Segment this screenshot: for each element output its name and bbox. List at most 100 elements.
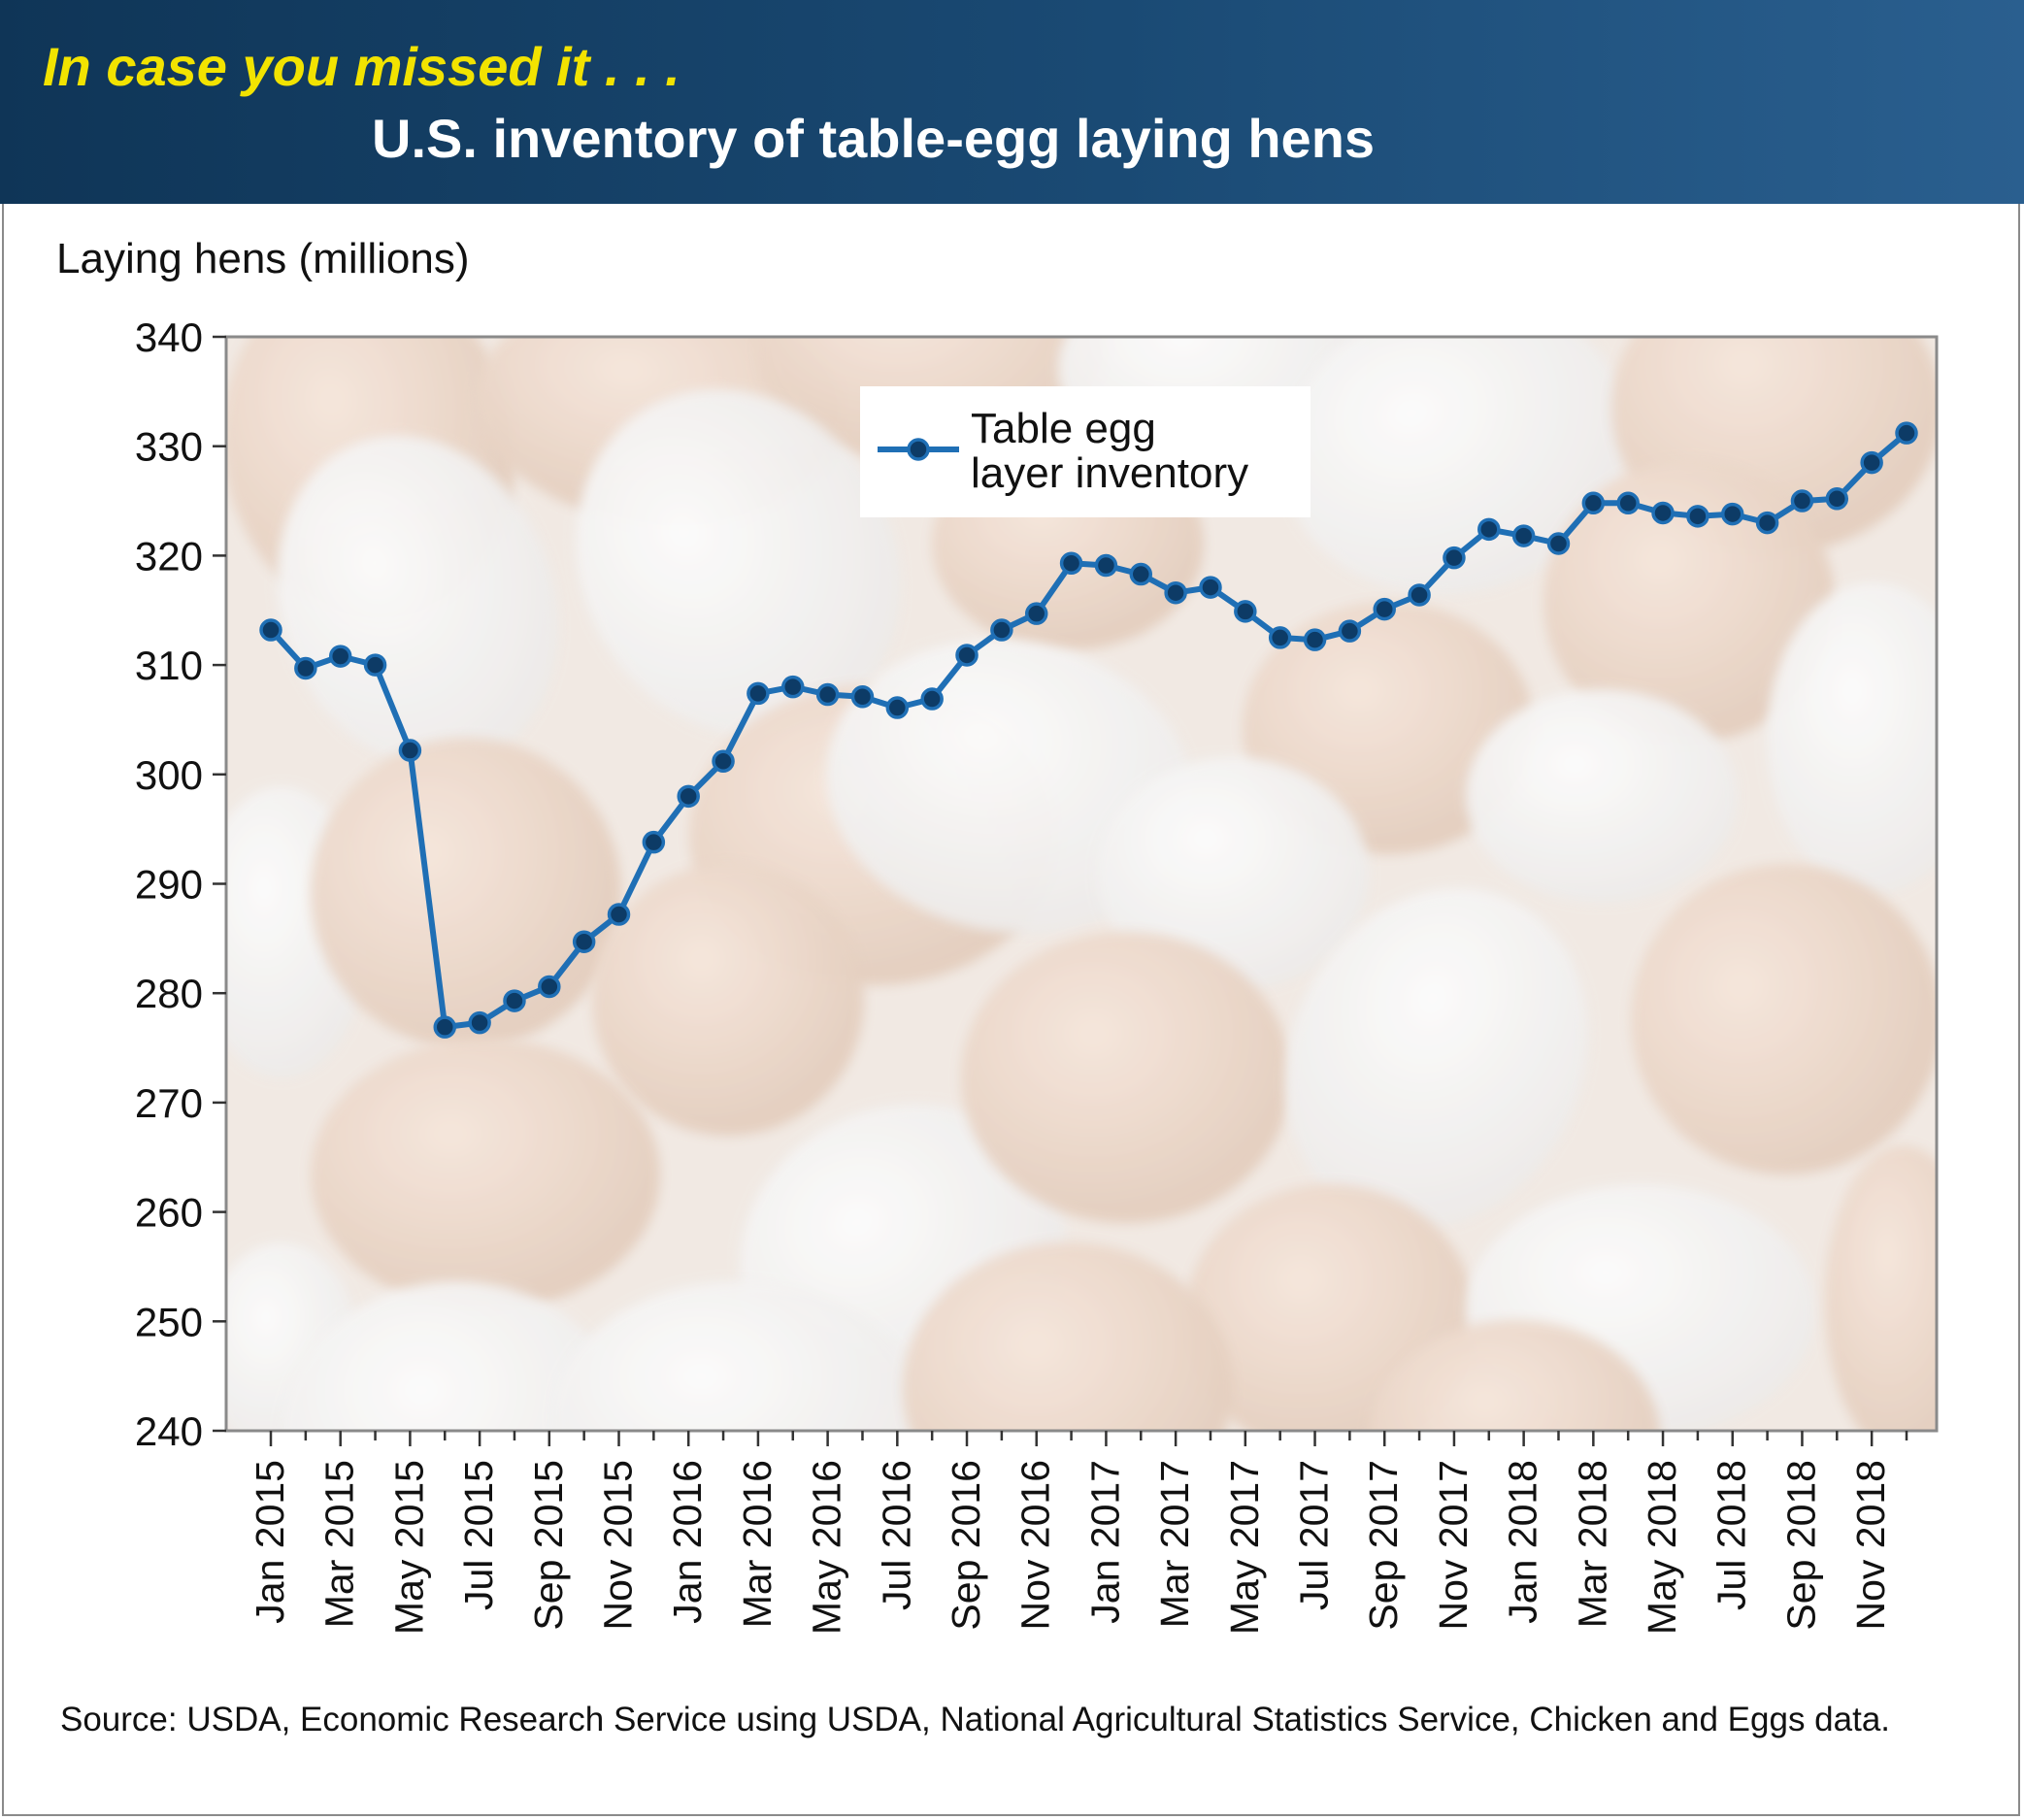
x-tick-label: Mar 2015 xyxy=(317,1460,362,1628)
x-tick-label: Sep 2017 xyxy=(1361,1460,1406,1631)
x-tick-label: May 2015 xyxy=(386,1460,431,1635)
egg-decoration xyxy=(592,864,864,1136)
x-tick-label: Mar 2016 xyxy=(735,1460,780,1628)
x-tick-label: Jan 2015 xyxy=(248,1460,292,1624)
data-point xyxy=(1651,501,1675,525)
y-tick-label: 300 xyxy=(135,752,203,798)
data-point xyxy=(1860,450,1883,475)
egg-decoration xyxy=(1282,337,1630,595)
data-point xyxy=(1895,421,1918,445)
data-point xyxy=(1477,517,1501,542)
egg-decoration xyxy=(1285,887,1588,1229)
data-point xyxy=(1686,505,1709,528)
y-tick-label: 340 xyxy=(135,314,203,360)
x-tick-label: May 2017 xyxy=(1222,1460,1267,1635)
y-tick-label: 320 xyxy=(135,533,203,579)
data-point xyxy=(712,749,735,774)
x-tick-label: Jan 2018 xyxy=(1501,1460,1545,1624)
y-tick-label: 240 xyxy=(135,1408,203,1454)
data-point xyxy=(1338,619,1362,643)
data-point xyxy=(1129,562,1153,586)
egg-decoration xyxy=(1466,689,1738,903)
data-point xyxy=(1546,532,1571,555)
data-point xyxy=(1373,597,1396,621)
data-point xyxy=(1790,489,1814,513)
x-axis: Jan 2015 Mar 2015 May 2015 Jul 2015 Sep 2015… xyxy=(248,1431,1908,1635)
egg-decoration xyxy=(1097,757,1369,990)
data-point xyxy=(781,675,805,699)
y-tick-label: 310 xyxy=(135,643,203,688)
x-tick-label: Jul 2015 xyxy=(456,1460,501,1610)
x-tick-label: Nov 2018 xyxy=(1848,1460,1893,1631)
y-tick-label: 330 xyxy=(135,424,203,470)
egg-decoration xyxy=(576,388,900,738)
y-axis-label: Laying hens (millions) xyxy=(56,235,470,282)
data-point xyxy=(677,784,700,809)
data-point xyxy=(259,618,282,642)
egg-decoration xyxy=(1369,1320,1660,1431)
egg-decoration xyxy=(282,1281,631,1431)
data-point xyxy=(1094,553,1118,578)
data-point xyxy=(747,681,770,706)
egg-decoration xyxy=(277,435,558,769)
x-tick-label: Jul 2017 xyxy=(1292,1460,1337,1610)
data-point xyxy=(1268,626,1292,649)
plot-background xyxy=(226,337,1937,1431)
data-point xyxy=(468,1010,491,1035)
data-point xyxy=(955,644,979,667)
x-tick-label: Jan 2017 xyxy=(1082,1460,1127,1624)
chart-title: U.S. inventory of table-egg laying hens xyxy=(372,108,1376,169)
y-tick-label: 290 xyxy=(135,862,203,908)
x-tick-label: Sep 2018 xyxy=(1778,1460,1823,1631)
data-point xyxy=(1164,580,1187,605)
data-point xyxy=(433,1015,457,1039)
y-tick-label: 250 xyxy=(135,1299,203,1344)
kicker-text: In case you missed it . . . xyxy=(43,36,680,97)
x-tick-label: Nov 2017 xyxy=(1431,1460,1476,1631)
chart-frame xyxy=(2,204,2020,1816)
data-point xyxy=(607,903,631,926)
egg-decoration xyxy=(1631,864,1937,1175)
x-tick-label: Mar 2017 xyxy=(1152,1460,1197,1628)
x-tick-label: Jul 2018 xyxy=(1709,1460,1754,1610)
data-point xyxy=(1443,546,1466,570)
data-point xyxy=(642,830,666,854)
y-tick-label: 280 xyxy=(135,971,203,1016)
data-point xyxy=(294,656,317,680)
data-point xyxy=(363,653,387,677)
y-axis: 240 250 260 270 280 290 300 310 320 330 340 xyxy=(135,314,226,1454)
data-point xyxy=(815,682,840,707)
data-point xyxy=(885,696,910,719)
data-point xyxy=(850,685,875,709)
x-tick-label: Mar 2018 xyxy=(1570,1460,1614,1628)
data-point xyxy=(1755,511,1779,535)
x-tick-label: Nov 2016 xyxy=(1013,1460,1058,1631)
x-tick-label: May 2018 xyxy=(1640,1460,1684,1635)
data-point xyxy=(572,930,596,953)
data-point xyxy=(1511,524,1536,547)
x-tick-label: May 2016 xyxy=(805,1460,849,1635)
series-layer xyxy=(259,421,1918,1039)
y-tick-label: 260 xyxy=(135,1190,203,1236)
data-point xyxy=(1199,576,1222,599)
data-point xyxy=(1303,628,1327,651)
egg-decoration xyxy=(553,1281,922,1431)
header-banner: In case you missed it . . . U.S. invento… xyxy=(0,0,2024,204)
egg-decoration xyxy=(961,932,1291,1223)
legend: Table egg layer inventory xyxy=(860,386,1311,517)
data-point xyxy=(503,989,526,1012)
legend-label: Table egg layer inventory xyxy=(971,405,1248,497)
data-point xyxy=(1825,487,1849,511)
egg-decoration xyxy=(1767,582,1937,893)
egg-decoration xyxy=(311,1039,660,1310)
data-point xyxy=(1408,583,1431,607)
x-tick-label: Jan 2016 xyxy=(665,1460,710,1624)
data-point xyxy=(1581,491,1606,515)
x-tick-label: Sep 2016 xyxy=(944,1460,988,1631)
data-point xyxy=(1616,491,1640,515)
data-point xyxy=(538,975,561,999)
egg-decoration xyxy=(1825,1145,1937,1431)
egg-decoration xyxy=(311,738,621,1048)
source-note: Source: USDA, Economic Research Service … xyxy=(60,1701,1891,1738)
